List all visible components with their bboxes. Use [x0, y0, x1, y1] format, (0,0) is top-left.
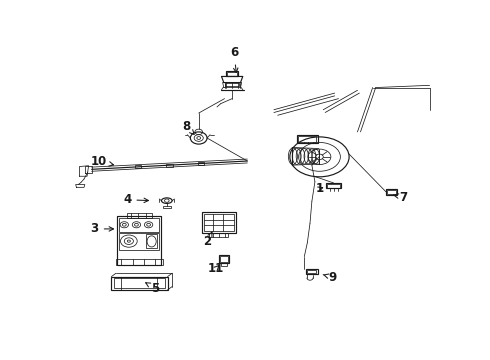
Bar [387, 190, 396, 194]
Bar [298, 136, 316, 142]
Bar [120, 218, 159, 232]
Text: 6: 6 [230, 46, 238, 73]
Text: 10: 10 [90, 155, 114, 168]
Bar [116, 260, 163, 265]
Text: 11: 11 [208, 262, 224, 275]
Text: 7: 7 [393, 190, 407, 203]
Bar [209, 233, 228, 237]
Text: 2: 2 [203, 232, 212, 248]
Bar [307, 270, 317, 273]
Bar [221, 263, 227, 266]
Bar [326, 183, 341, 188]
Bar [197, 162, 204, 165]
Text: 9: 9 [323, 271, 337, 284]
Text: 4: 4 [123, 193, 148, 206]
Text: 8: 8 [182, 120, 194, 134]
Bar [118, 216, 161, 265]
Text: 1: 1 [316, 182, 323, 195]
Bar [220, 256, 228, 262]
Bar [386, 189, 397, 195]
Bar [111, 276, 168, 290]
Bar [120, 233, 159, 250]
Bar [163, 206, 171, 208]
Bar [327, 184, 340, 188]
Bar [297, 135, 318, 143]
Bar [127, 213, 151, 218]
Bar [114, 278, 165, 288]
Text: 3: 3 [91, 222, 114, 235]
Bar [227, 72, 237, 76]
Bar [306, 269, 318, 274]
Bar [219, 255, 229, 263]
Bar [226, 72, 238, 76]
Bar [204, 214, 234, 231]
Bar [202, 212, 236, 233]
Bar [167, 164, 172, 167]
Bar [135, 166, 142, 168]
Text: 5: 5 [146, 282, 160, 295]
Bar [225, 84, 239, 86]
Bar [146, 234, 157, 248]
